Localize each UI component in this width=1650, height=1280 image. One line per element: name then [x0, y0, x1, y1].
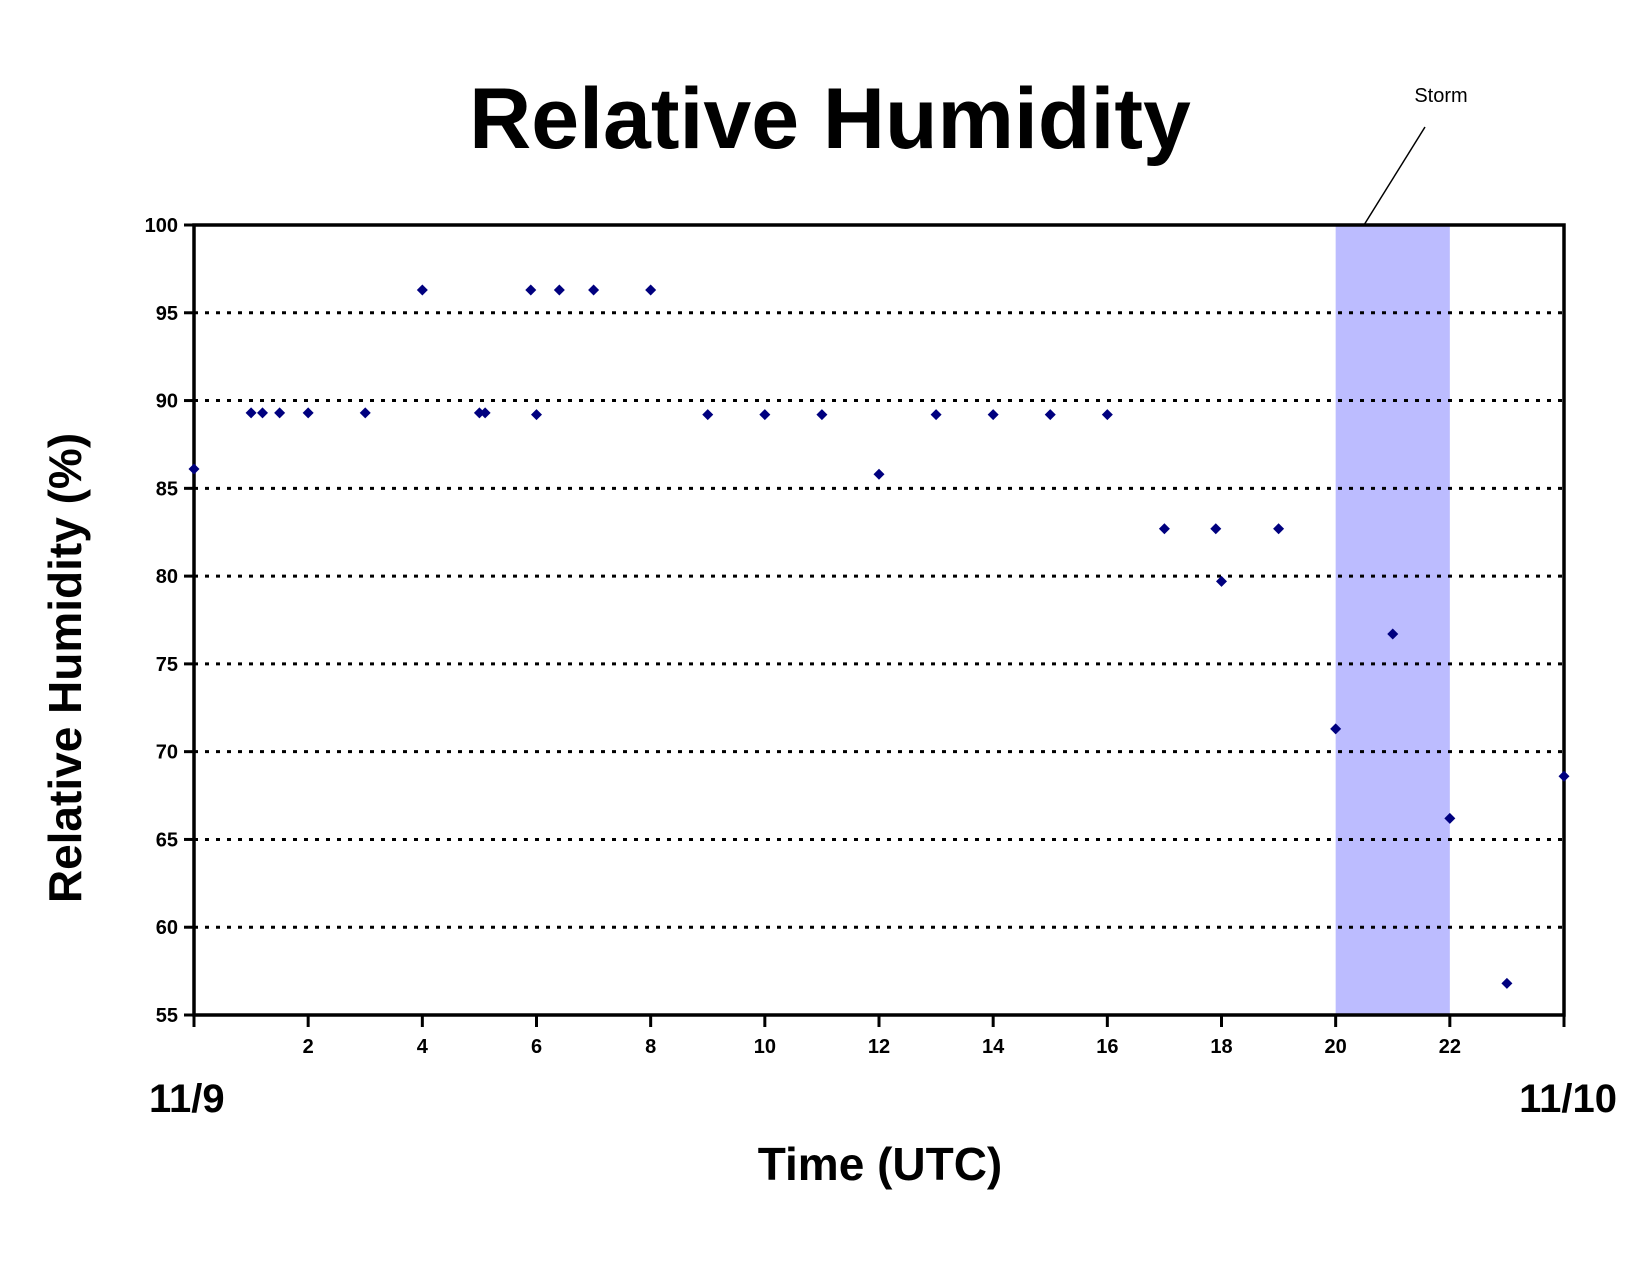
data-point [1210, 523, 1222, 535]
data-point [416, 284, 428, 296]
data-point [702, 409, 714, 421]
data-point [302, 407, 314, 419]
x-tick-label: 6 [531, 1036, 542, 1058]
x-axis-title: Time (UTC) [758, 1138, 1003, 1190]
date-label: 11/9 [149, 1077, 225, 1121]
data-point [588, 284, 600, 296]
data-point [645, 284, 657, 296]
data-point [473, 407, 485, 419]
data-point [479, 407, 491, 419]
x-tick-label: 12 [868, 1036, 890, 1058]
x-tick-label: 4 [417, 1036, 429, 1058]
date-label: 11/10 [1519, 1077, 1617, 1121]
y-tick-label: 95 [156, 303, 178, 325]
x-tick-label: 16 [1096, 1036, 1118, 1058]
y-tick-label: 85 [156, 478, 178, 500]
data-point [553, 284, 565, 296]
y-tick-label: 90 [156, 391, 178, 413]
y-tick-label: 80 [156, 566, 178, 588]
y-tick-label: 60 [156, 917, 178, 939]
data-point [1216, 575, 1227, 587]
x-tick-label: 8 [645, 1036, 656, 1058]
data-point [873, 468, 885, 480]
x-tick-label: 22 [1439, 1036, 1461, 1058]
data-point [1387, 628, 1399, 640]
y-tick-label: 70 [156, 742, 178, 764]
data-point [816, 409, 828, 421]
storm-annotation-label: Storm [1414, 85, 1467, 107]
data-point [188, 463, 200, 475]
data-point [359, 407, 371, 419]
data-point [1158, 523, 1170, 535]
storm-shaded-region [1335, 225, 1450, 1015]
data-point [930, 409, 942, 421]
data-point [1273, 523, 1285, 535]
data-point [245, 407, 257, 419]
data-point [1330, 723, 1342, 735]
data-point [1444, 812, 1456, 824]
data-point [274, 407, 286, 419]
data-point [1501, 977, 1513, 989]
storm-annotation-leader [1363, 126, 1426, 226]
data-point [1558, 770, 1570, 782]
x-tick-label: 18 [1210, 1036, 1232, 1058]
x-tick-label: 14 [982, 1036, 1005, 1058]
chart-title: Relative Humidity [469, 71, 1191, 167]
y-tick-label: 65 [156, 829, 178, 851]
x-tick-label: 2 [303, 1036, 314, 1058]
data-point [1044, 409, 1056, 421]
data-point [257, 407, 268, 419]
data-point [531, 409, 542, 421]
data-point [987, 409, 999, 421]
x-tick-label: 20 [1325, 1036, 1347, 1058]
data-point [759, 409, 771, 421]
data-point [525, 284, 537, 296]
y-tick-label: 75 [156, 654, 178, 676]
y-tick-label: 55 [156, 1005, 178, 1027]
data-point [1101, 409, 1113, 421]
y-axis-title: Relative Humidity (%) [39, 433, 91, 903]
x-tick-label: 10 [754, 1036, 776, 1058]
y-tick-label: 100 [145, 215, 178, 237]
